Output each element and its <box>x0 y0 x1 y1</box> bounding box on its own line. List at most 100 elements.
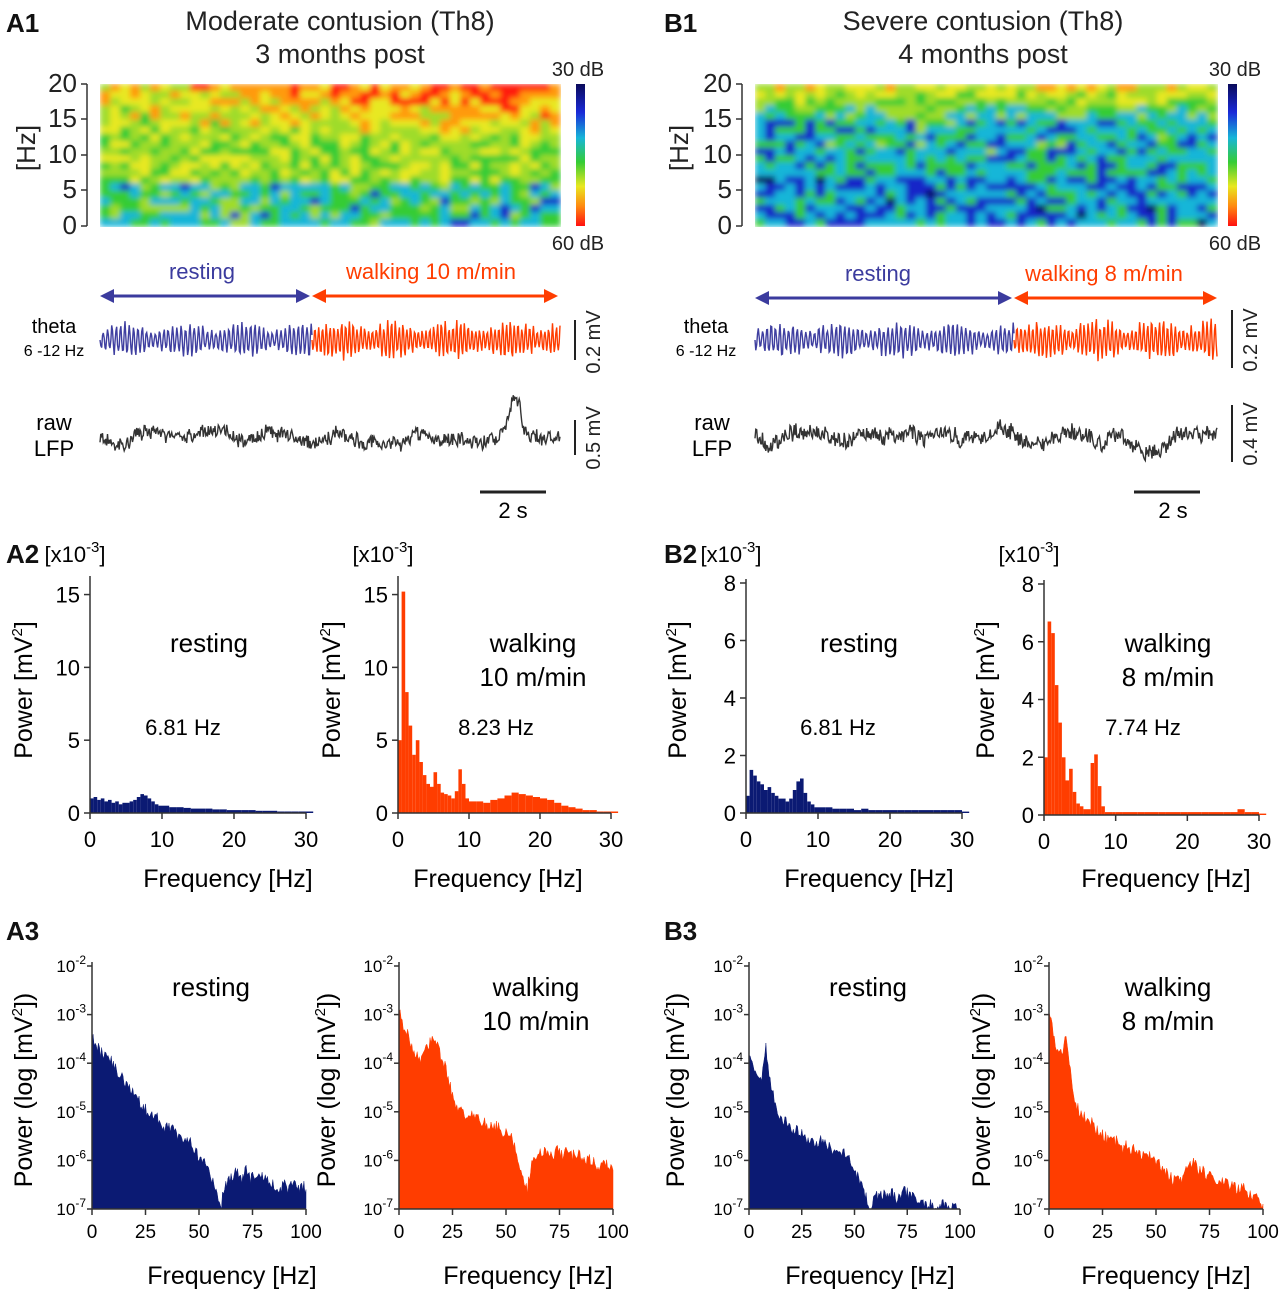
x-tick-label: 10 <box>806 827 830 852</box>
spec-cell <box>965 126 977 135</box>
spec-cell <box>480 197 491 206</box>
spec-cell <box>1207 147 1218 156</box>
spec-cell <box>220 204 231 213</box>
spec-cell <box>280 155 291 163</box>
spec-cell <box>1156 197 1168 206</box>
spec-cell <box>270 91 281 99</box>
spec-cell <box>430 133 441 142</box>
spec-cell <box>905 155 917 163</box>
spec-cell <box>400 190 411 199</box>
peak-frequency-label: 6.81 Hz <box>800 715 876 740</box>
spec-cell <box>986 218 997 227</box>
spec-cell <box>490 218 501 227</box>
spec-cell <box>300 133 311 142</box>
spec-cell <box>815 155 826 163</box>
spectrum-bar <box>582 810 590 813</box>
spectrum-bar <box>940 810 948 813</box>
spec-cell <box>450 112 461 121</box>
spec-cell <box>130 169 141 177</box>
superscript: -3 <box>394 539 407 556</box>
spec-cell <box>450 190 461 199</box>
spec-cell <box>855 197 866 206</box>
resting-arrow <box>100 289 310 303</box>
spec-cell <box>1086 140 1097 149</box>
spec-cell <box>490 204 501 213</box>
spec-cell <box>510 204 521 213</box>
spectrum-bar <box>183 807 191 813</box>
spec-cell <box>1036 140 1047 149</box>
text-part: Power (log [mV <box>10 1016 38 1187</box>
spec-cell <box>360 84 371 92</box>
spectrum-bar <box>1097 786 1102 815</box>
spec-cell <box>150 140 161 149</box>
spec-cell <box>530 218 541 227</box>
spec-cell <box>390 84 401 92</box>
spectrum-bar <box>205 808 213 813</box>
spec-cell <box>400 155 411 163</box>
spec-cell <box>330 140 341 149</box>
spec-cell <box>1116 169 1128 177</box>
spec-cell <box>1126 140 1138 149</box>
tick-exponent: -6 <box>75 1147 86 1161</box>
spec-cell <box>1126 211 1138 220</box>
spec-cell <box>420 169 431 177</box>
spec-cell <box>270 140 281 149</box>
spectrum-bar <box>746 795 750 814</box>
spec-cell <box>370 84 381 92</box>
spec-cell <box>310 190 321 199</box>
spec-cell <box>865 197 877 206</box>
spec-cell <box>120 169 131 177</box>
spec-cell <box>330 119 341 128</box>
spec-cell <box>1166 183 1178 192</box>
spec-cell <box>520 105 531 113</box>
spec-cell <box>1136 190 1148 199</box>
spec-ytick: 20 <box>703 68 732 98</box>
y-tick-label: 10-4 <box>363 1050 393 1073</box>
spec-cell <box>1156 218 1168 227</box>
spectrum-bar <box>176 807 184 813</box>
spec-cell <box>420 176 431 184</box>
spec-cell <box>775 211 786 220</box>
spec-cell <box>1186 147 1198 156</box>
spec-cell <box>915 112 927 121</box>
spec-cell <box>240 218 251 227</box>
spectrum-bar <box>108 799 112 813</box>
spec-cell <box>785 112 796 121</box>
spec-cell <box>110 162 121 170</box>
x-tick-label: 20 <box>222 827 246 852</box>
spec-cell <box>905 112 917 121</box>
spec-cell <box>120 140 131 149</box>
spec-cell <box>895 112 907 121</box>
spec-cell <box>440 183 451 192</box>
spec-cell <box>200 211 211 220</box>
spec-cell <box>955 84 967 92</box>
spec-cell <box>945 126 957 135</box>
spec-cell <box>260 98 271 106</box>
spectrum-bar <box>190 808 198 813</box>
spec-cell <box>1046 162 1057 170</box>
superscript: 2 <box>971 628 988 636</box>
spec-cell <box>480 91 491 99</box>
spec-cell <box>1056 147 1067 156</box>
spec-cell <box>1176 126 1188 135</box>
spec-ytick: 15 <box>48 103 77 133</box>
spec-cell <box>500 218 511 227</box>
spec-cell <box>240 140 251 149</box>
spec-cell <box>1146 140 1158 149</box>
spec-cell <box>550 140 561 149</box>
spectrum-bar <box>782 798 786 813</box>
spec-cell <box>450 155 461 163</box>
spec-cell <box>835 126 846 135</box>
spec-cell <box>330 218 341 227</box>
spec-cell <box>895 218 907 227</box>
y-tick-label: 10-5 <box>713 1099 743 1122</box>
condition-label: resting <box>829 972 907 1002</box>
spec-cell <box>330 211 341 220</box>
spec-cell <box>120 105 131 113</box>
condition-label: resting <box>820 628 898 658</box>
spectrum-bar <box>518 794 526 813</box>
spec-cell <box>1166 190 1178 199</box>
spec-cell <box>845 204 856 213</box>
spec-cell <box>490 133 501 142</box>
spectrum-bar <box>162 805 170 813</box>
